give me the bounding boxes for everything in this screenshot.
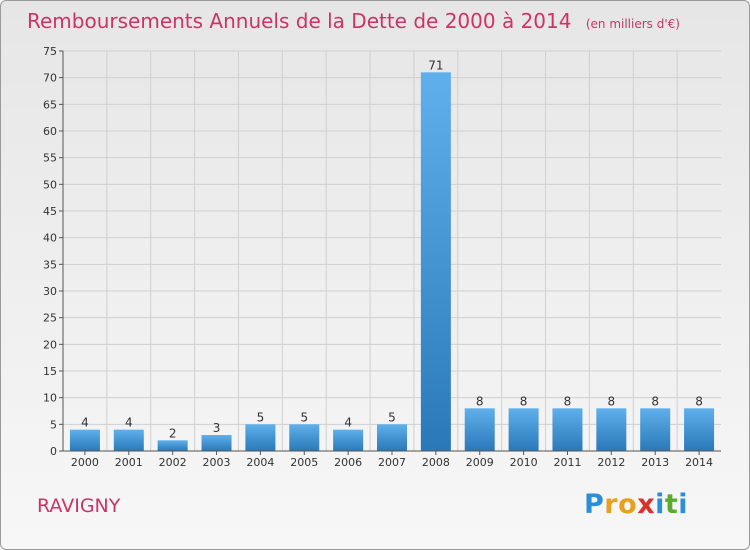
bar-2005 [289, 424, 320, 451]
y-tick-label: 25 [43, 312, 57, 325]
value-label-2004: 5 [257, 410, 265, 424]
bar-2008 [420, 72, 451, 451]
bar-2004 [245, 424, 276, 451]
proxiti-logo: Proxiti [584, 489, 688, 520]
bar-2006 [333, 429, 364, 451]
value-label-2007: 5 [388, 410, 396, 424]
y-tick-label: 10 [43, 392, 57, 405]
bar-2014 [684, 408, 715, 451]
bar-2009 [464, 408, 495, 451]
y-tick-label: 20 [43, 338, 57, 351]
bar-2012 [596, 408, 627, 451]
value-label-2003: 3 [213, 421, 221, 435]
chart-title: Remboursements Annuels de la Dette de 20… [27, 9, 680, 33]
y-tick-label: 0 [50, 445, 57, 458]
y-tick-label: 35 [43, 258, 57, 271]
value-label-2010: 8 [520, 394, 528, 408]
y-tick-label: 60 [43, 125, 57, 138]
value-label-2002: 2 [169, 426, 177, 440]
chart-title-text: Remboursements Annuels de la Dette de 20… [27, 9, 572, 33]
logo-letter: x [637, 489, 656, 520]
x-tick-label-2007: 2007 [378, 456, 406, 469]
value-label-2012: 8 [608, 394, 616, 408]
value-label-2000: 4 [81, 416, 89, 430]
x-tick-label-2002: 2002 [159, 456, 187, 469]
logo-letter: P [584, 489, 605, 520]
x-tick-label-2014: 2014 [685, 456, 713, 469]
bar-2000 [69, 429, 100, 451]
y-tick-label: 5 [50, 418, 57, 431]
grid-lines [63, 50, 721, 451]
y-tick-label: 50 [43, 178, 57, 191]
bar-2011 [552, 408, 583, 451]
x-tick-label-2001: 2001 [115, 456, 143, 469]
bar-2007 [377, 424, 407, 451]
x-tick-label-2012: 2012 [597, 456, 625, 469]
logo-letter: o [618, 489, 638, 520]
x-tick-label-2000: 2000 [71, 456, 99, 469]
y-tick-label: 40 [43, 232, 57, 245]
x-tick-label-2006: 2006 [334, 456, 362, 469]
bar-2013 [640, 408, 671, 451]
y-tick-label: 45 [43, 205, 57, 218]
bars: 4 4 2 3 5 5 4 5 71 8 8 8 8 8 8 [69, 58, 715, 451]
commune-name: RAVIGNY [37, 495, 121, 517]
value-label-2009: 8 [476, 394, 484, 408]
logo-letter: r [604, 489, 619, 520]
x-tick-label-2004: 2004 [246, 456, 274, 469]
value-label-2006: 4 [344, 416, 352, 430]
x-tick-label-2011: 2011 [553, 456, 581, 469]
value-label-2014: 8 [695, 394, 703, 408]
bar-2001 [113, 429, 144, 451]
x-tick-label-2005: 2005 [290, 456, 318, 469]
value-label-2013: 8 [651, 394, 659, 408]
y-tick-label: 75 [43, 45, 57, 58]
value-label-2011: 8 [564, 394, 572, 408]
y-tick-label: 30 [43, 285, 57, 298]
logo-letter: i [678, 489, 689, 520]
value-label-2005: 5 [300, 410, 308, 424]
x-tick-label-2003: 2003 [203, 456, 231, 469]
y-tick-label: 15 [43, 365, 57, 378]
y-tick-label: 65 [43, 98, 57, 111]
chart-subtitle: (en milliers d'€) [585, 17, 680, 31]
logo-letter: t [664, 489, 679, 520]
x-tick-label-2009: 2009 [466, 456, 494, 469]
bar-2003 [201, 435, 232, 451]
x-tick-label-2008: 2008 [422, 456, 450, 469]
bar-2010 [508, 408, 539, 451]
value-label-2001: 4 [125, 416, 133, 430]
bar-2002 [157, 440, 188, 451]
x-tick-label-2010: 2010 [510, 456, 538, 469]
value-label-2008: 71 [428, 58, 443, 72]
x-tick-label-2013: 2013 [641, 456, 669, 469]
logo-letter: i [655, 489, 665, 520]
y-tick-label: 70 [43, 72, 57, 85]
y-tick-label: 55 [43, 152, 57, 165]
